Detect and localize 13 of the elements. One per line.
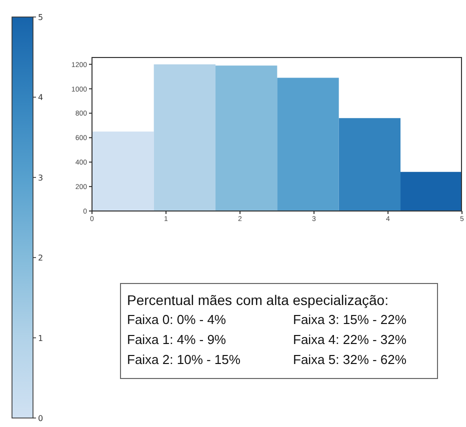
color-bar-label: 2 bbox=[38, 254, 44, 263]
text: Faixa 3: 15% - 22% bbox=[293, 311, 406, 329]
color-bar-label: 3 bbox=[38, 173, 44, 182]
color-bar-label: 1 bbox=[38, 334, 44, 343]
color-bar-label: 0 bbox=[38, 414, 44, 423]
text: Faixa 5: 32% - 62% bbox=[293, 351, 406, 369]
text: Faixa 0: 0% - 4% bbox=[127, 311, 227, 329]
color-bar-label: 5 bbox=[38, 13, 44, 22]
text: Percentual mães com alta especialização: bbox=[127, 291, 390, 310]
text: Faixa 2: 10% - 15% bbox=[127, 351, 242, 369]
text: Faixa 1: 4% - 9% bbox=[127, 331, 227, 349]
color-bar-label: 4 bbox=[38, 93, 44, 102]
text: Faixa 4: 22% - 32% bbox=[293, 331, 406, 349]
